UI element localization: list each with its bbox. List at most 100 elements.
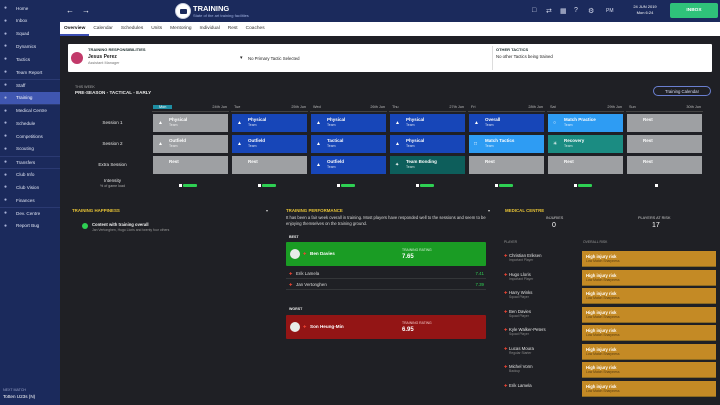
session-cell[interactable]: Rest	[231, 155, 308, 175]
chevron-down-icon[interactable]: ▾	[266, 208, 269, 213]
sidebar-item-transfers[interactable]: ● Transfers	[0, 155, 60, 168]
session-cell[interactable]: ▲ Physical Team	[231, 113, 308, 133]
player-column-header[interactable]: PLAYER	[504, 240, 518, 244]
primary-tactic-text[interactable]: No Primary Tactic Selected	[248, 56, 300, 61]
medical-player[interactable]: Erik Lamela	[509, 383, 579, 388]
club-crest[interactable]	[175, 3, 191, 19]
session-unit: Team	[485, 123, 494, 127]
risk-badge[interactable]: High injury risk Low Match Sharpness	[582, 380, 716, 397]
tab-schedules[interactable]: Schedules	[120, 26, 144, 31]
sidebar-item-scouting[interactable]: ● Scouting	[0, 143, 60, 155]
chevron-down-icon[interactable]: ▾	[240, 55, 243, 61]
session-cell[interactable]: ▲ Overall Team	[468, 113, 545, 133]
fullscreen-icon[interactable]: □	[532, 7, 537, 14]
sidebar-item-club-vision[interactable]: ● Club Vision	[0, 181, 60, 193]
training-performance-header[interactable]: TRAINING PERFORMANCE	[286, 208, 343, 213]
training-calendar-button[interactable]: Training Calendar	[653, 86, 711, 96]
plus-icon: ✚	[504, 327, 508, 332]
overall-risk-column-header[interactable]: OVERALL RISK	[583, 240, 608, 244]
medical-player[interactable]: Lucas Moura Regular Starter	[509, 346, 579, 355]
session-cell[interactable]: ▲ Physical Team	[389, 113, 466, 133]
next-match-team[interactable]: Totten U23s (N)	[3, 394, 36, 399]
session-unit: Team	[248, 123, 257, 127]
sidebar-item-home[interactable]: ● Home	[0, 2, 60, 14]
medical-player[interactable]: Hugo Lloris Important Player	[509, 272, 579, 281]
session-cell[interactable]: Rest	[468, 155, 545, 175]
risk-badge[interactable]: High injury risk Low Match Sharpness	[582, 343, 716, 360]
other-tactics-label[interactable]: OTHER TACTICS	[496, 47, 529, 52]
sidebar-item-club-info[interactable]: ● Club Info	[0, 168, 60, 180]
risk-badge[interactable]: High injury risk Low Match Sharpness	[582, 288, 716, 304]
training-happiness-header[interactable]: TRAINING HAPPINESS	[72, 208, 120, 213]
session-cell[interactable]: Rest	[626, 134, 703, 154]
tab-individual[interactable]: Individual	[199, 26, 220, 31]
risk-badge[interactable]: High injury risk Low Match Sharpness	[582, 325, 716, 341]
session-cell[interactable]: □ Match Tactics Team	[468, 134, 545, 154]
sidebar-item-finances[interactable]: ● Finances	[0, 194, 60, 206]
help-icon[interactable]: ?	[574, 7, 578, 14]
session-cell[interactable]: ▲ Outfield Team	[152, 134, 229, 154]
plus-icon: ✚	[504, 290, 508, 295]
session-cell[interactable]: ▲ Physical Team	[152, 113, 229, 133]
session-cell[interactable]: ✦ Team Bonding Team	[389, 155, 466, 175]
sidebar-item-training[interactable]: ● Training	[0, 91, 60, 104]
sidebar-item-label: Dynamics	[16, 43, 37, 49]
risk-badge[interactable]: High injury risk Low Match Sharpness	[582, 306, 716, 323]
shuffle-icon[interactable]: ⇄	[546, 8, 552, 15]
chevron-down-icon[interactable]: ▾	[488, 208, 491, 213]
risk-badge[interactable]: High injury risk Low Match Sharpness	[582, 362, 716, 378]
intensity-bar	[258, 184, 276, 187]
responsible-name[interactable]: Jesus Perez	[88, 54, 117, 60]
session-cell[interactable]: ○ Match Practice Team	[547, 113, 624, 133]
session-cell[interactable]: ▲ Outfield Team	[310, 155, 387, 175]
sidebar-item-medical-centre[interactable]: ● Medical Centre	[0, 104, 60, 116]
player-role: Regular Starter	[509, 350, 532, 355]
session-cell[interactable]: ▲ Tactical Team	[310, 134, 387, 154]
sidebar-item-tactics[interactable]: ● Tactics	[0, 53, 60, 65]
session-cell[interactable]: ▲ Physical Team	[389, 134, 466, 154]
session-cell[interactable]: Rest	[547, 155, 624, 175]
session-cell[interactable]: Rest	[626, 113, 703, 133]
best-player-card[interactable]: ✚ Ben Davies TRAINING RATING 7.65	[286, 242, 486, 266]
medical-player[interactable]: Christian Eriksen Important Player	[509, 253, 579, 262]
sidebar-item-dynamics[interactable]: ● Dynamics	[0, 40, 60, 52]
medical-player[interactable]: Kyle Walker-Peters Squad Player	[509, 327, 579, 336]
sidebar-item-report-bug[interactable]: ● Report Bug	[0, 220, 60, 232]
tab-coaches[interactable]: Coaches	[245, 26, 265, 31]
sidebar-item-competitions[interactable]: ● Competitions	[0, 130, 60, 142]
tab-rest[interactable]: Rest	[227, 26, 238, 31]
session-unit: Team	[406, 165, 415, 169]
tab-mentoring[interactable]: Mentoring	[170, 26, 192, 31]
settings-icon[interactable]: ⚙	[588, 8, 595, 15]
sidebar-item-dev-centre[interactable]: ● Dev. Centre	[0, 206, 60, 219]
tab-units[interactable]: Units	[151, 26, 163, 31]
session-type-icon: ▲	[158, 141, 163, 147]
list-item[interactable]: ✚ Jan Vertonghen 7.39	[286, 280, 486, 290]
grid-icon[interactable]: ▦	[560, 8, 567, 15]
medical-player[interactable]: Ben Davies Squad Player	[509, 309, 579, 318]
session-cell[interactable]: ▲ Outfield Team	[231, 134, 308, 154]
session-cell[interactable]: ▲ Physical Team	[310, 113, 387, 133]
medical-centre-header[interactable]: MEDICAL CENTRE	[505, 208, 545, 213]
session-cell[interactable]: Rest	[152, 155, 229, 175]
risk-badge[interactable]: High injury risk Low Match Sharpness	[582, 251, 716, 267]
sidebar-item-team-report[interactable]: ● Team Report	[0, 66, 60, 78]
risk-badge[interactable]: High injury risk Low Match Sharpness	[582, 269, 716, 286]
list-item[interactable]: ✚ Erik Lamela 7.41	[286, 269, 486, 279]
date-box[interactable]: 24 JUN 2019 Mon 6:24	[624, 4, 666, 18]
sidebar-item-squad[interactable]: ● Squad	[0, 28, 60, 40]
avatar	[71, 52, 83, 64]
back-arrow-icon[interactable]: ←	[66, 6, 74, 15]
forward-arrow-icon[interactable]: →	[82, 6, 90, 15]
medical-player[interactable]: Harry Winks Squad Player	[509, 290, 579, 299]
medical-player[interactable]: Michel Vorm Backup	[509, 364, 579, 373]
session-cell[interactable]: Rest	[626, 155, 703, 175]
worst-player-card[interactable]: ✚ Son Heung-Min TRAINING RATING 6.95	[286, 315, 486, 339]
sidebar-item-staff[interactable]: ● Staff	[0, 78, 60, 91]
session-cell[interactable]: ✳ Recovery Team	[547, 134, 624, 154]
tab-calendar[interactable]: Calendar	[93, 26, 113, 31]
sidebar-item-inbox[interactable]: ● Inbox	[0, 15, 60, 27]
sidebar-item-schedule[interactable]: ● Schedule	[0, 117, 60, 129]
tab-overview[interactable]: Overview	[60, 22, 90, 36]
inbox-button[interactable]: INBOX	[670, 3, 718, 18]
